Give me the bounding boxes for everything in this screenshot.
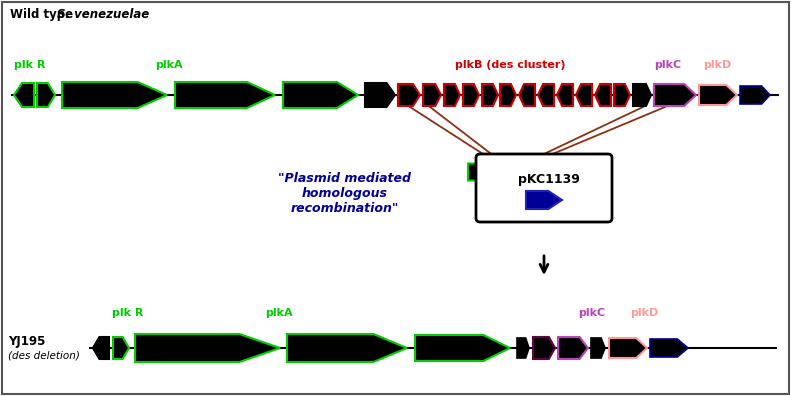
Polygon shape [538, 84, 554, 106]
Text: Wild type: Wild type [10, 8, 78, 21]
Polygon shape [93, 337, 109, 359]
Polygon shape [484, 164, 498, 181]
Polygon shape [650, 339, 688, 357]
Text: plkA: plkA [265, 308, 293, 318]
Text: plkD: plkD [703, 60, 731, 70]
Text: plkC: plkC [654, 60, 681, 70]
Text: "Plasmid mediated
homologous
recombination": "Plasmid mediated homologous recombinati… [278, 171, 411, 215]
Polygon shape [175, 82, 275, 108]
Polygon shape [283, 82, 358, 108]
Polygon shape [740, 86, 770, 104]
FancyBboxPatch shape [476, 154, 612, 222]
Polygon shape [365, 83, 395, 107]
Polygon shape [614, 84, 630, 106]
Polygon shape [699, 85, 737, 105]
Polygon shape [526, 191, 562, 209]
Polygon shape [62, 82, 167, 108]
Polygon shape [633, 84, 651, 106]
Text: plkA: plkA [155, 60, 183, 70]
Polygon shape [557, 84, 573, 106]
Text: (des deletion): (des deletion) [8, 351, 80, 361]
Polygon shape [398, 84, 420, 106]
Text: plkD: plkD [630, 308, 658, 318]
Text: YJ195: YJ195 [8, 335, 45, 348]
Polygon shape [37, 83, 55, 107]
Polygon shape [415, 335, 510, 361]
Polygon shape [517, 338, 529, 358]
Polygon shape [591, 338, 605, 358]
Text: plk R: plk R [14, 60, 45, 70]
Polygon shape [444, 84, 460, 106]
Polygon shape [654, 84, 696, 106]
Polygon shape [482, 84, 498, 106]
Polygon shape [287, 334, 407, 362]
Polygon shape [113, 337, 129, 359]
Polygon shape [558, 337, 588, 359]
Text: pKC1139: pKC1139 [518, 173, 580, 187]
Polygon shape [463, 84, 479, 106]
Polygon shape [576, 84, 592, 106]
Polygon shape [533, 337, 555, 359]
Text: plk R: plk R [112, 308, 143, 318]
Text: plkB (des cluster): plkB (des cluster) [455, 60, 566, 70]
Text: S. venezuelae: S. venezuelae [57, 8, 149, 21]
Polygon shape [500, 84, 516, 106]
Polygon shape [519, 84, 535, 106]
Polygon shape [498, 163, 516, 181]
Polygon shape [423, 84, 441, 106]
Polygon shape [135, 334, 280, 362]
Polygon shape [609, 338, 647, 358]
Text: plkC: plkC [578, 308, 605, 318]
Polygon shape [468, 164, 482, 181]
Polygon shape [14, 83, 34, 107]
Polygon shape [595, 84, 611, 106]
